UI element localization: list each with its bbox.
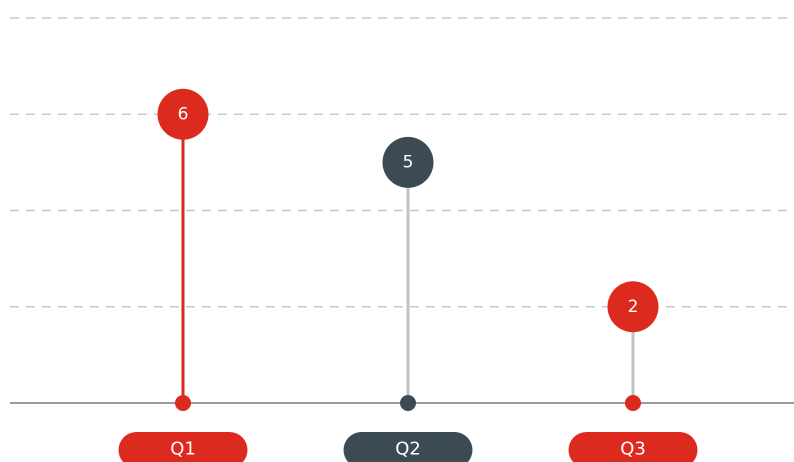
- value-label: 6: [178, 104, 189, 124]
- lollipop-head: [157, 88, 209, 140]
- value-label: 2: [628, 297, 639, 317]
- x-tick-label: Q3: [620, 439, 646, 460]
- value-label: 5: [403, 152, 414, 172]
- base-dot: [400, 395, 416, 411]
- base-dot: [625, 395, 641, 411]
- category-pill: [568, 432, 698, 462]
- x-tick-label: Q1: [170, 439, 196, 460]
- base-dot: [175, 395, 191, 411]
- category-pill: [343, 432, 473, 462]
- lollipop-head: [607, 281, 659, 333]
- x-tick-label: Q2: [395, 439, 421, 460]
- lollipop-head: [382, 136, 434, 188]
- category-pill: [118, 432, 248, 462]
